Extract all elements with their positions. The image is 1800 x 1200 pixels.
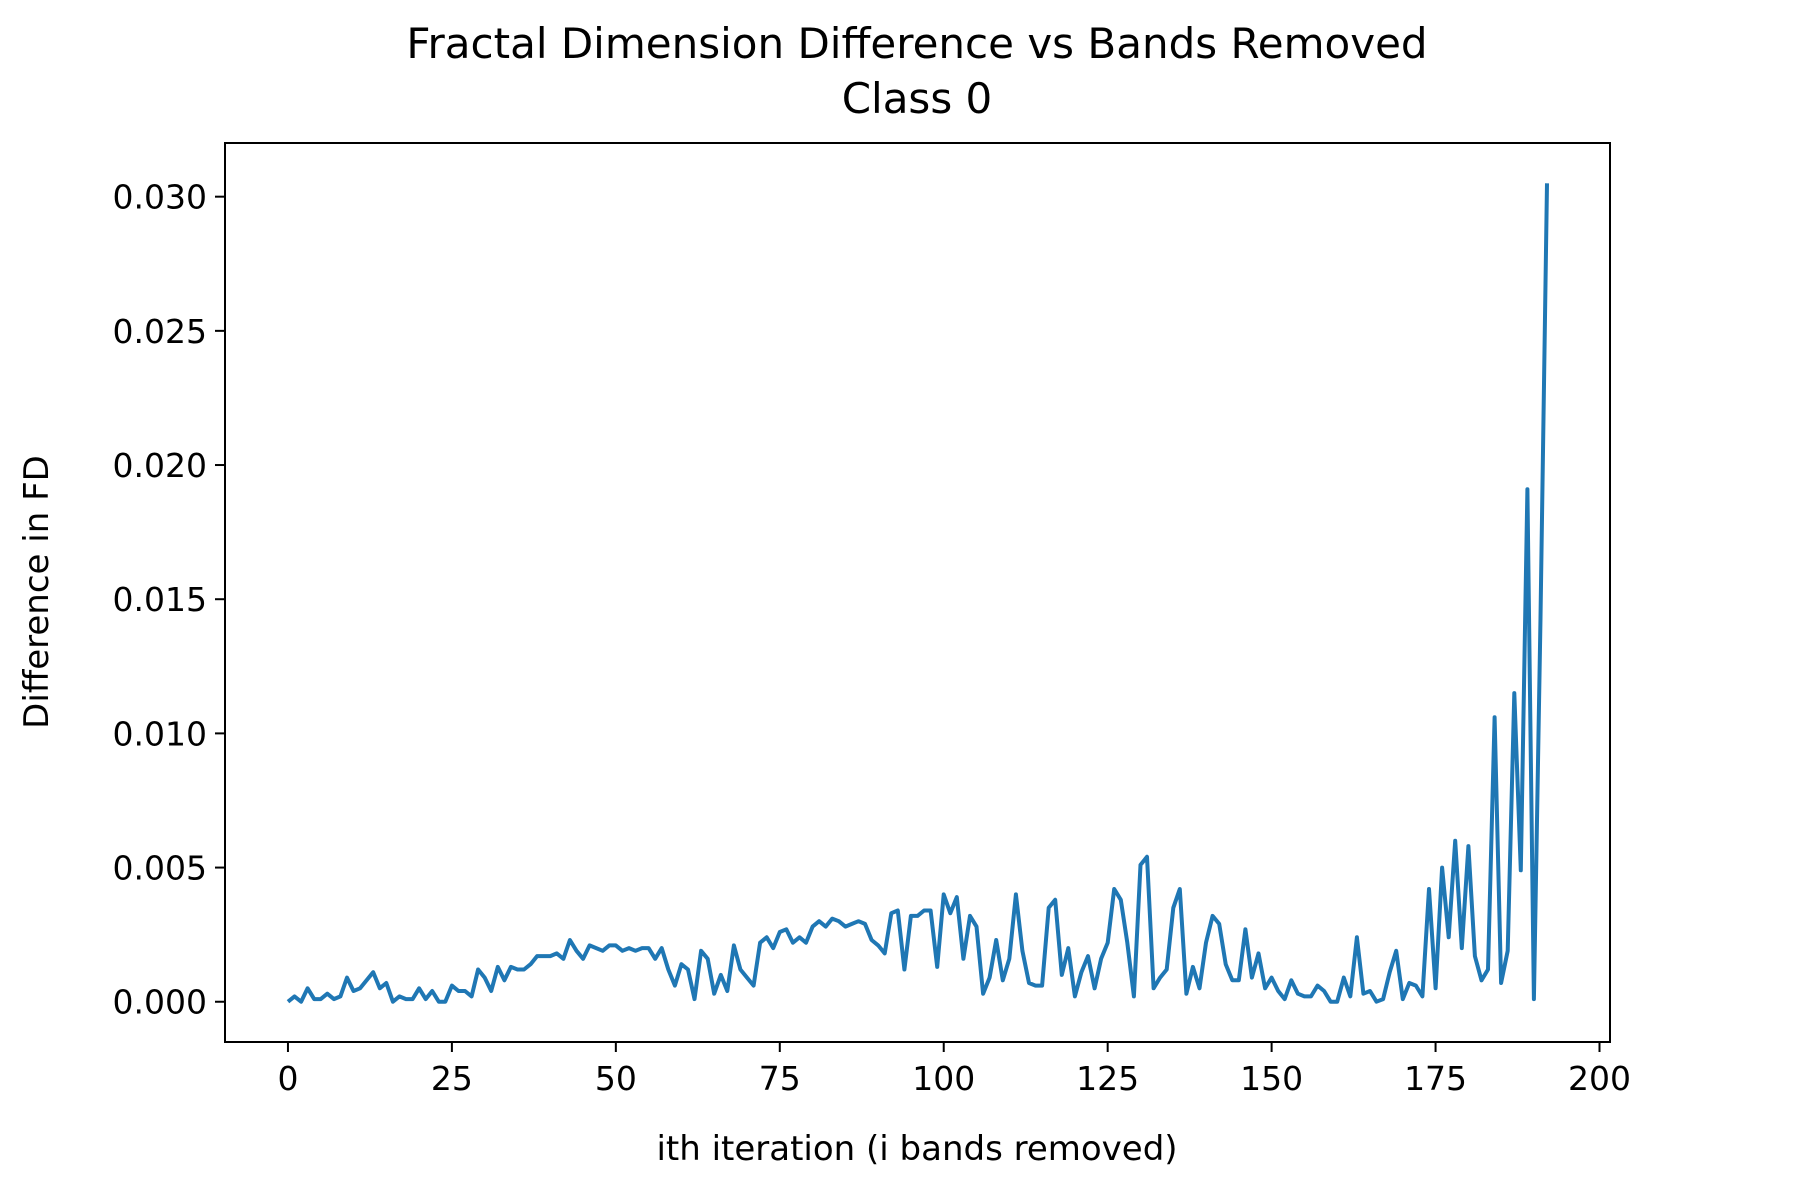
series-layer bbox=[286, 183, 1549, 1004]
x-tick-label: 25 bbox=[431, 1059, 473, 1098]
y-axis-label: Difference in FD bbox=[17, 455, 57, 729]
x-tick-label: 125 bbox=[1076, 1059, 1139, 1098]
y-tick-label: 0.015 bbox=[113, 580, 207, 619]
y-tick-label: 0.030 bbox=[113, 178, 207, 217]
chart-subtitle: Class 0 bbox=[842, 74, 993, 123]
y-tick-label: 0.010 bbox=[113, 714, 207, 753]
y-tick-label: 0.000 bbox=[113, 983, 207, 1022]
x-tick-label: 200 bbox=[1568, 1059, 1631, 1098]
y-axis-ticks: 0.000 0.005 0.010 0.015 0.020 0.025 0.030 bbox=[113, 178, 225, 1022]
y-tick-label: 0.025 bbox=[113, 312, 207, 351]
x-axis-label: ith iteration (i bands removed) bbox=[656, 1129, 1177, 1169]
x-tick-label: 150 bbox=[1240, 1059, 1303, 1098]
y-tick-label: 0.005 bbox=[113, 849, 207, 888]
series-line bbox=[286, 183, 1549, 1004]
chart-title: Fractal Dimension Difference vs Bands Re… bbox=[406, 19, 1427, 68]
x-tick-label: 0 bbox=[277, 1059, 298, 1098]
x-tick-label: 50 bbox=[595, 1059, 637, 1098]
plot-area-frame bbox=[224, 142, 1611, 1043]
x-tick-label: 175 bbox=[1404, 1059, 1467, 1098]
y-tick-label: 0.020 bbox=[113, 446, 207, 485]
x-axis-ticks: 0 25 50 75 100 125 150 175 200 bbox=[277, 1042, 1631, 1098]
x-tick-label: 100 bbox=[912, 1059, 975, 1098]
x-tick-label: 75 bbox=[759, 1059, 801, 1098]
